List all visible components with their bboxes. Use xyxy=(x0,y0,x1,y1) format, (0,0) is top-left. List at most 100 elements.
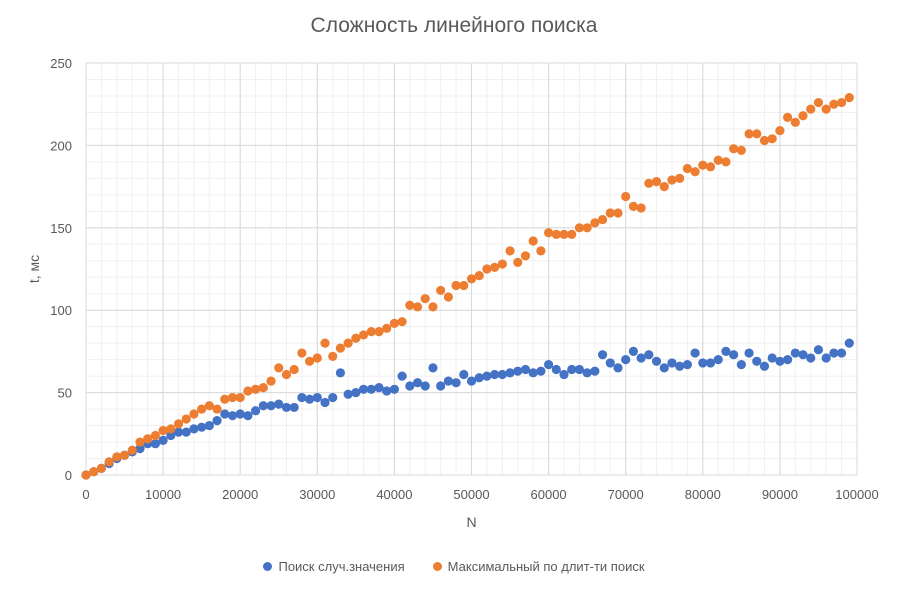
series-1-point xyxy=(705,358,716,368)
series-2-point xyxy=(405,300,415,310)
series-1-point xyxy=(405,381,415,391)
legend: Поиск случ.значения Максимальный по длит… xyxy=(0,559,908,574)
series-1-point xyxy=(235,409,245,419)
series-2-point xyxy=(274,363,284,373)
series-1-point xyxy=(389,384,399,394)
series-1-point xyxy=(443,376,453,386)
series-2-point xyxy=(582,223,592,233)
series-2-point xyxy=(289,364,299,375)
series-1-point xyxy=(590,366,600,376)
series-1-point xyxy=(744,348,754,358)
series-2-point xyxy=(412,302,423,312)
series-2-point xyxy=(752,129,762,139)
series-1-point xyxy=(482,371,492,381)
series-2-point xyxy=(150,430,160,441)
series-2-point xyxy=(243,386,253,396)
series-2-point xyxy=(636,203,646,213)
series-1-point xyxy=(312,392,322,403)
y-tick-label: 100 xyxy=(50,303,72,318)
legend-marker-series-2 xyxy=(432,562,442,571)
series-1-point xyxy=(544,359,554,370)
series-1-point xyxy=(551,364,561,375)
series-1-point xyxy=(752,356,762,366)
series-1-point xyxy=(798,350,808,360)
series-1-point xyxy=(775,356,785,366)
series-1-point xyxy=(636,353,646,363)
series-1-point xyxy=(528,368,538,378)
legend-item-series-2: Максимальный по длит-ти поиск xyxy=(432,559,645,574)
series-1-point xyxy=(366,384,376,394)
series-1-point xyxy=(204,420,214,431)
series-1-point xyxy=(582,368,592,378)
series-2-point xyxy=(682,163,692,174)
series-1-point xyxy=(251,406,261,416)
series-2-point xyxy=(736,145,746,155)
series-2-point xyxy=(497,259,507,269)
series-1-point xyxy=(806,353,816,363)
y-tick-label: 150 xyxy=(50,221,72,236)
series-1-point xyxy=(358,384,369,394)
series-2-point xyxy=(505,246,515,256)
x-tick-label: 90000 xyxy=(762,487,798,502)
series-2-point xyxy=(721,157,731,167)
series-2-point xyxy=(698,160,708,170)
series-2-point xyxy=(328,351,338,361)
series-2-point xyxy=(466,274,477,284)
series-1-point xyxy=(451,378,461,388)
series-1-point xyxy=(266,401,276,411)
series-1-point xyxy=(651,356,662,366)
series-2-point xyxy=(112,452,122,462)
series-2-point xyxy=(443,292,453,302)
series-2-point xyxy=(474,270,484,281)
series-1-point xyxy=(220,409,230,419)
series-2-point xyxy=(605,208,615,218)
series-2-point xyxy=(451,280,461,291)
series-2-point xyxy=(783,112,793,122)
series-2-point xyxy=(320,338,330,348)
series-2-point xyxy=(212,404,222,414)
series-1-point xyxy=(343,389,353,399)
series-2-point xyxy=(829,99,839,109)
series-1-point xyxy=(675,361,685,371)
series-1-point xyxy=(836,348,847,358)
series-2-point xyxy=(528,236,538,246)
series-2-point xyxy=(544,228,554,238)
series-1-point xyxy=(621,355,631,365)
series-2-point xyxy=(358,330,369,340)
series-1-point xyxy=(150,439,160,449)
series-2-point xyxy=(759,135,770,146)
series-1-point xyxy=(597,350,608,360)
series-2-point xyxy=(397,317,407,327)
series-2-point xyxy=(343,338,353,348)
series-1-point xyxy=(613,363,623,373)
series-1-point xyxy=(829,348,839,358)
legend-label-series-1: Поиск случ.значения xyxy=(278,559,405,574)
series-1-point xyxy=(520,364,531,375)
series-2-point xyxy=(382,323,392,333)
series-1-point xyxy=(320,397,330,408)
series-2-point xyxy=(659,182,669,192)
series-2-point xyxy=(705,162,716,172)
series-1-point xyxy=(304,394,315,404)
series-2-point xyxy=(590,218,600,228)
series-1-point xyxy=(397,371,407,381)
series-1-point xyxy=(382,386,392,396)
series-2-point xyxy=(158,425,168,436)
series-2-point xyxy=(459,280,469,291)
x-tick-label: 60000 xyxy=(531,487,567,502)
series-1-point xyxy=(173,427,184,437)
series-2-point xyxy=(258,383,268,393)
series-2-point xyxy=(490,262,500,272)
x-tick-label: 70000 xyxy=(608,487,644,502)
series-2-point xyxy=(744,129,754,139)
series-2-point xyxy=(690,167,700,177)
series-1-point xyxy=(667,358,677,368)
series-1-point xyxy=(181,427,191,437)
x-tick-label: 0 xyxy=(82,487,89,502)
series-2-point xyxy=(166,424,176,434)
series-1-point xyxy=(567,364,577,375)
series-2-point xyxy=(806,104,816,114)
series-1-point xyxy=(243,411,253,421)
series-1-point xyxy=(767,353,777,363)
